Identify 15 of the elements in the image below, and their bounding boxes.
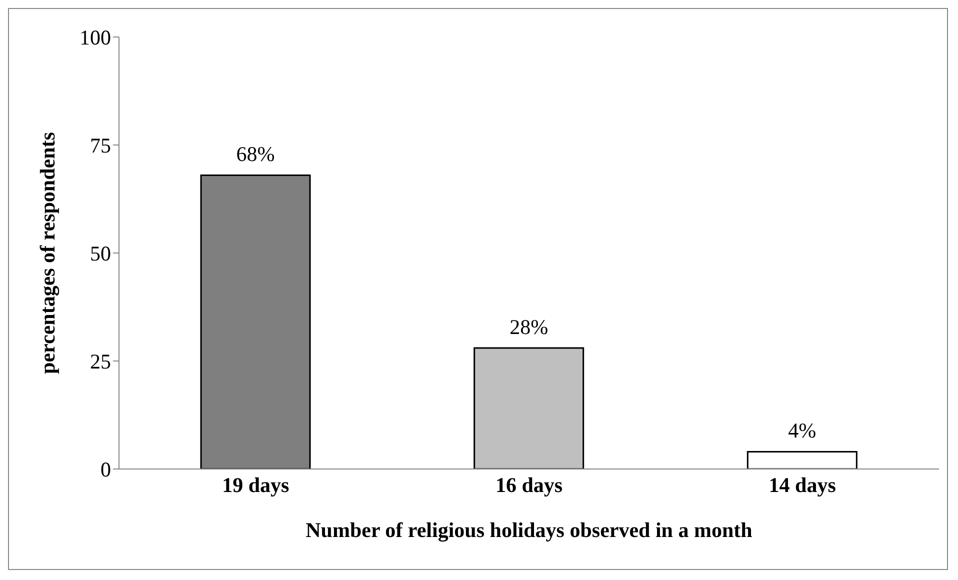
bar [474, 347, 584, 469]
data-label: 4% [788, 418, 816, 443]
data-label: 68% [236, 142, 275, 166]
x-tick-label: 14 days [768, 472, 836, 497]
y-tick-label: 75 [90, 133, 111, 158]
y-tick-label: 0 [100, 457, 111, 482]
x-axis-title: Number of religious holidays observed in a month [306, 518, 753, 542]
y-tick-label: 100 [80, 25, 111, 50]
x-tick-label: 19 days [222, 472, 290, 497]
y-axis-title: percentages of respondents [35, 132, 60, 374]
x-tick-label: 16 days [495, 472, 563, 497]
bar [746, 450, 858, 469]
y-tick-label: 25 [90, 349, 111, 374]
data-label: 28% [510, 315, 548, 340]
y-tick-label: 50 [90, 241, 111, 266]
